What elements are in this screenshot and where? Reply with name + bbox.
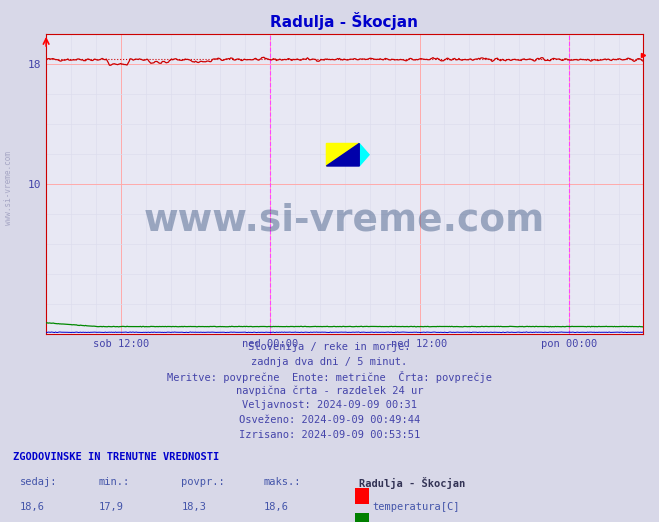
Text: zadnja dva dni / 5 minut.: zadnja dva dni / 5 minut. — [251, 357, 408, 366]
Text: Osveženo: 2024-09-09 00:49:44: Osveženo: 2024-09-09 00:49:44 — [239, 415, 420, 425]
Text: Veljavnost: 2024-09-09 00:31: Veljavnost: 2024-09-09 00:31 — [242, 400, 417, 410]
Text: maks.:: maks.: — [264, 477, 301, 487]
Text: 18,6: 18,6 — [264, 502, 289, 512]
Polygon shape — [326, 144, 359, 166]
Text: Radulja - Škocjan: Radulja - Škocjan — [359, 477, 465, 489]
Text: povpr.:: povpr.: — [181, 477, 225, 487]
Text: Izrisano: 2024-09-09 00:53:51: Izrisano: 2024-09-09 00:53:51 — [239, 430, 420, 440]
Text: 18,6: 18,6 — [20, 502, 45, 512]
Text: Slovenija / reke in morje.: Slovenija / reke in morje. — [248, 342, 411, 352]
Text: 18,3: 18,3 — [181, 502, 206, 512]
Text: sedaj:: sedaj: — [20, 477, 57, 487]
Text: ZGODOVINSKE IN TRENUTNE VREDNOSTI: ZGODOVINSKE IN TRENUTNE VREDNOSTI — [13, 452, 219, 461]
Polygon shape — [359, 144, 369, 166]
Text: temperatura[C]: temperatura[C] — [372, 502, 460, 512]
Text: navpična črta - razdelek 24 ur: navpična črta - razdelek 24 ur — [236, 386, 423, 396]
Text: www.si-vreme.com: www.si-vreme.com — [4, 151, 13, 225]
Polygon shape — [326, 144, 359, 166]
Title: Radulja - Škocjan: Radulja - Škocjan — [270, 12, 418, 30]
Text: 17,9: 17,9 — [99, 502, 124, 512]
Text: www.si-vreme.com: www.si-vreme.com — [144, 202, 545, 238]
Text: min.:: min.: — [99, 477, 130, 487]
Text: Meritve: povprečne  Enote: metrične  Črta: povprečje: Meritve: povprečne Enote: metrične Črta:… — [167, 371, 492, 383]
